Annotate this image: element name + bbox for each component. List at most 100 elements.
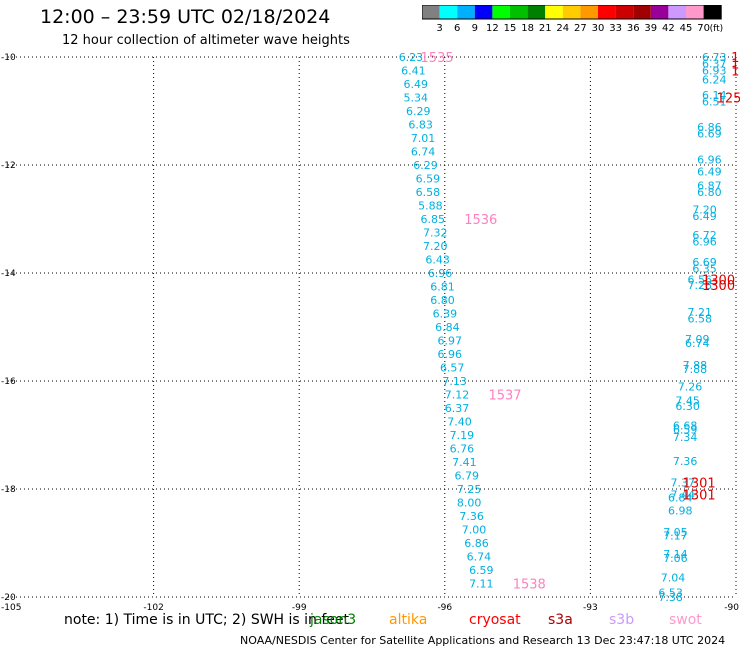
wave-height-point: 6.53 <box>658 587 683 600</box>
wave-height-point: 6.58 <box>416 186 441 199</box>
wave-height-point: 7.12 <box>445 389 470 402</box>
wave-height-point: 6.29 <box>413 159 438 172</box>
legend-label: 21 <box>539 23 552 34</box>
legend-swatch <box>650 5 669 19</box>
credit-line: NOAA/NESDIS Center for Satellite Applica… <box>240 634 726 647</box>
wave-height-point: 6.51 <box>702 95 727 108</box>
wave-height-point: 6.97 <box>438 335 463 348</box>
color-scale-legend: 3 6 9 12 15 18 21 24 27 30 33 36 39 42 45 70 (ft) <box>422 5 723 34</box>
wave-height-point: 7.88 <box>683 359 708 372</box>
wave-height-point: 6.68 <box>673 419 698 432</box>
wave-height-point: 6.39 <box>433 308 458 321</box>
wave-height-point: 7.45 <box>675 394 700 407</box>
wave-height-point: 6.74 <box>467 551 492 564</box>
legend-label: 12 <box>486 23 499 34</box>
legend-label: 42 <box>662 23 675 34</box>
pass-annotation: 1535 <box>421 51 454 66</box>
wave-height-point: 6.56 <box>687 273 712 286</box>
wave-height-point: 6.72 <box>692 229 717 242</box>
satellite-legend: jason3 altika cryosat s3a s3b swot <box>0 612 740 632</box>
wave-height-point: 6.86 <box>697 121 722 134</box>
wave-height-point: 6.85 <box>421 213 446 226</box>
legend-swatch <box>545 5 563 19</box>
wave-height-point: 7.20 <box>423 240 448 253</box>
legend-swatch <box>457 5 475 19</box>
wave-height-point: 8.00 <box>457 497 482 510</box>
wave-height-point: 7.19 <box>450 429 475 442</box>
legend-swatch <box>510 5 528 19</box>
page-subtitle: 12 hour collection of altimeter wave hei… <box>62 33 350 48</box>
footnote: note: 1) Time is in UTC; 2) SWH is in fe… <box>64 612 350 628</box>
legend-label: 15 <box>504 23 517 34</box>
wave-height-point: 6.98 <box>668 505 693 518</box>
legend-label: 39 <box>644 23 657 34</box>
wave-height-point: 6.80 <box>430 294 455 307</box>
wave-height-point: 6.57 <box>440 362 465 375</box>
legend-label: 30 <box>592 23 605 34</box>
wave-height-point: 7.44 <box>670 488 695 501</box>
legend-swatch <box>615 5 634 19</box>
legend-swatch <box>598 5 616 19</box>
wave-height-point: 6.49 <box>697 165 722 178</box>
page-title: 12:00 – 23:59 UTC 02/18/2024 <box>40 6 331 28</box>
legend-swatch <box>686 5 704 19</box>
wave-height-point: 6.49 <box>692 210 717 223</box>
satellite-jason3: jason3 <box>310 612 357 628</box>
wave-height-point: 6.59 <box>416 173 441 186</box>
legend-swatch <box>422 5 440 19</box>
pass-annotation: 1536 <box>464 213 497 228</box>
wave-height-point: 6.41 <box>401 65 426 78</box>
wave-height-point: 6.37 <box>445 402 470 415</box>
wave-height-point: 6.59 <box>673 424 698 437</box>
pass-annotation: 125 <box>731 51 740 66</box>
wave-height-point: 6.84 <box>668 492 693 505</box>
wave-height-point: 6.59 <box>469 564 494 577</box>
legend-label: 45 <box>680 23 693 34</box>
pass-annotation: 1538 <box>513 578 546 593</box>
wave-height-point: 6.83 <box>408 119 433 132</box>
pass-annotation: 1300 <box>702 279 735 294</box>
wave-height-point: 6.96 <box>428 267 453 280</box>
wave-height-point: 7.88 <box>683 363 708 376</box>
x-tick-label: -96 <box>437 603 452 613</box>
wave-height-point: 6.24 <box>702 74 727 87</box>
wave-height-point: 7.26 <box>678 380 703 393</box>
wave-height-point: 6.74 <box>685 337 710 350</box>
wave-height-point: 7.04 <box>661 572 686 585</box>
legend-swatch <box>474 5 493 19</box>
legend-swatch <box>562 5 581 19</box>
pass-annotation: 1301 <box>683 488 716 503</box>
legend-label: 24 <box>556 23 569 34</box>
wave-height-point: 6.74 <box>411 146 436 159</box>
wave-height-point: 6.81 <box>430 281 455 294</box>
wave-height-point: 6.29 <box>406 105 431 118</box>
legend-label: 27 <box>574 23 587 34</box>
wave-height-point: 6.96 <box>438 348 463 361</box>
wave-height-point: 6.87 <box>697 180 722 193</box>
wave-height-point: 5.34 <box>404 92 429 105</box>
legend-swatch <box>668 5 686 19</box>
wave-height-point: 7.40 <box>447 416 472 429</box>
satellite-swot: swot <box>669 612 702 628</box>
wave-height-point: 7.20 <box>692 203 717 216</box>
pass-annotation: 125 <box>731 65 740 80</box>
wave-height-point: 7.38 <box>658 591 683 604</box>
wave-height-point: 7.41 <box>452 456 477 469</box>
wave-height-point: 7.05 <box>663 526 688 539</box>
pass-annotation: 125 <box>731 57 740 72</box>
wave-height-point: 6.14 <box>702 89 727 102</box>
legend-swatch <box>492 5 510 19</box>
wave-height-point: 7.21 <box>687 306 712 319</box>
wave-height-point: 6.80 <box>697 186 722 199</box>
legend-swatch <box>703 5 722 19</box>
wave-height-point: 7.14 <box>663 548 688 561</box>
wave-height-point: 7.01 <box>411 132 436 145</box>
wave-height-point: 6.96 <box>692 236 717 249</box>
wave-height-point: 6.43 <box>425 254 450 267</box>
wave-height-point: 7.00 <box>462 524 487 537</box>
wave-height-point: 7.34 <box>673 431 698 444</box>
wave-height-point: 6.96 <box>697 154 722 167</box>
y-tick-label: -12 <box>1 161 16 171</box>
wave-height-point: 6.58 <box>687 312 712 325</box>
